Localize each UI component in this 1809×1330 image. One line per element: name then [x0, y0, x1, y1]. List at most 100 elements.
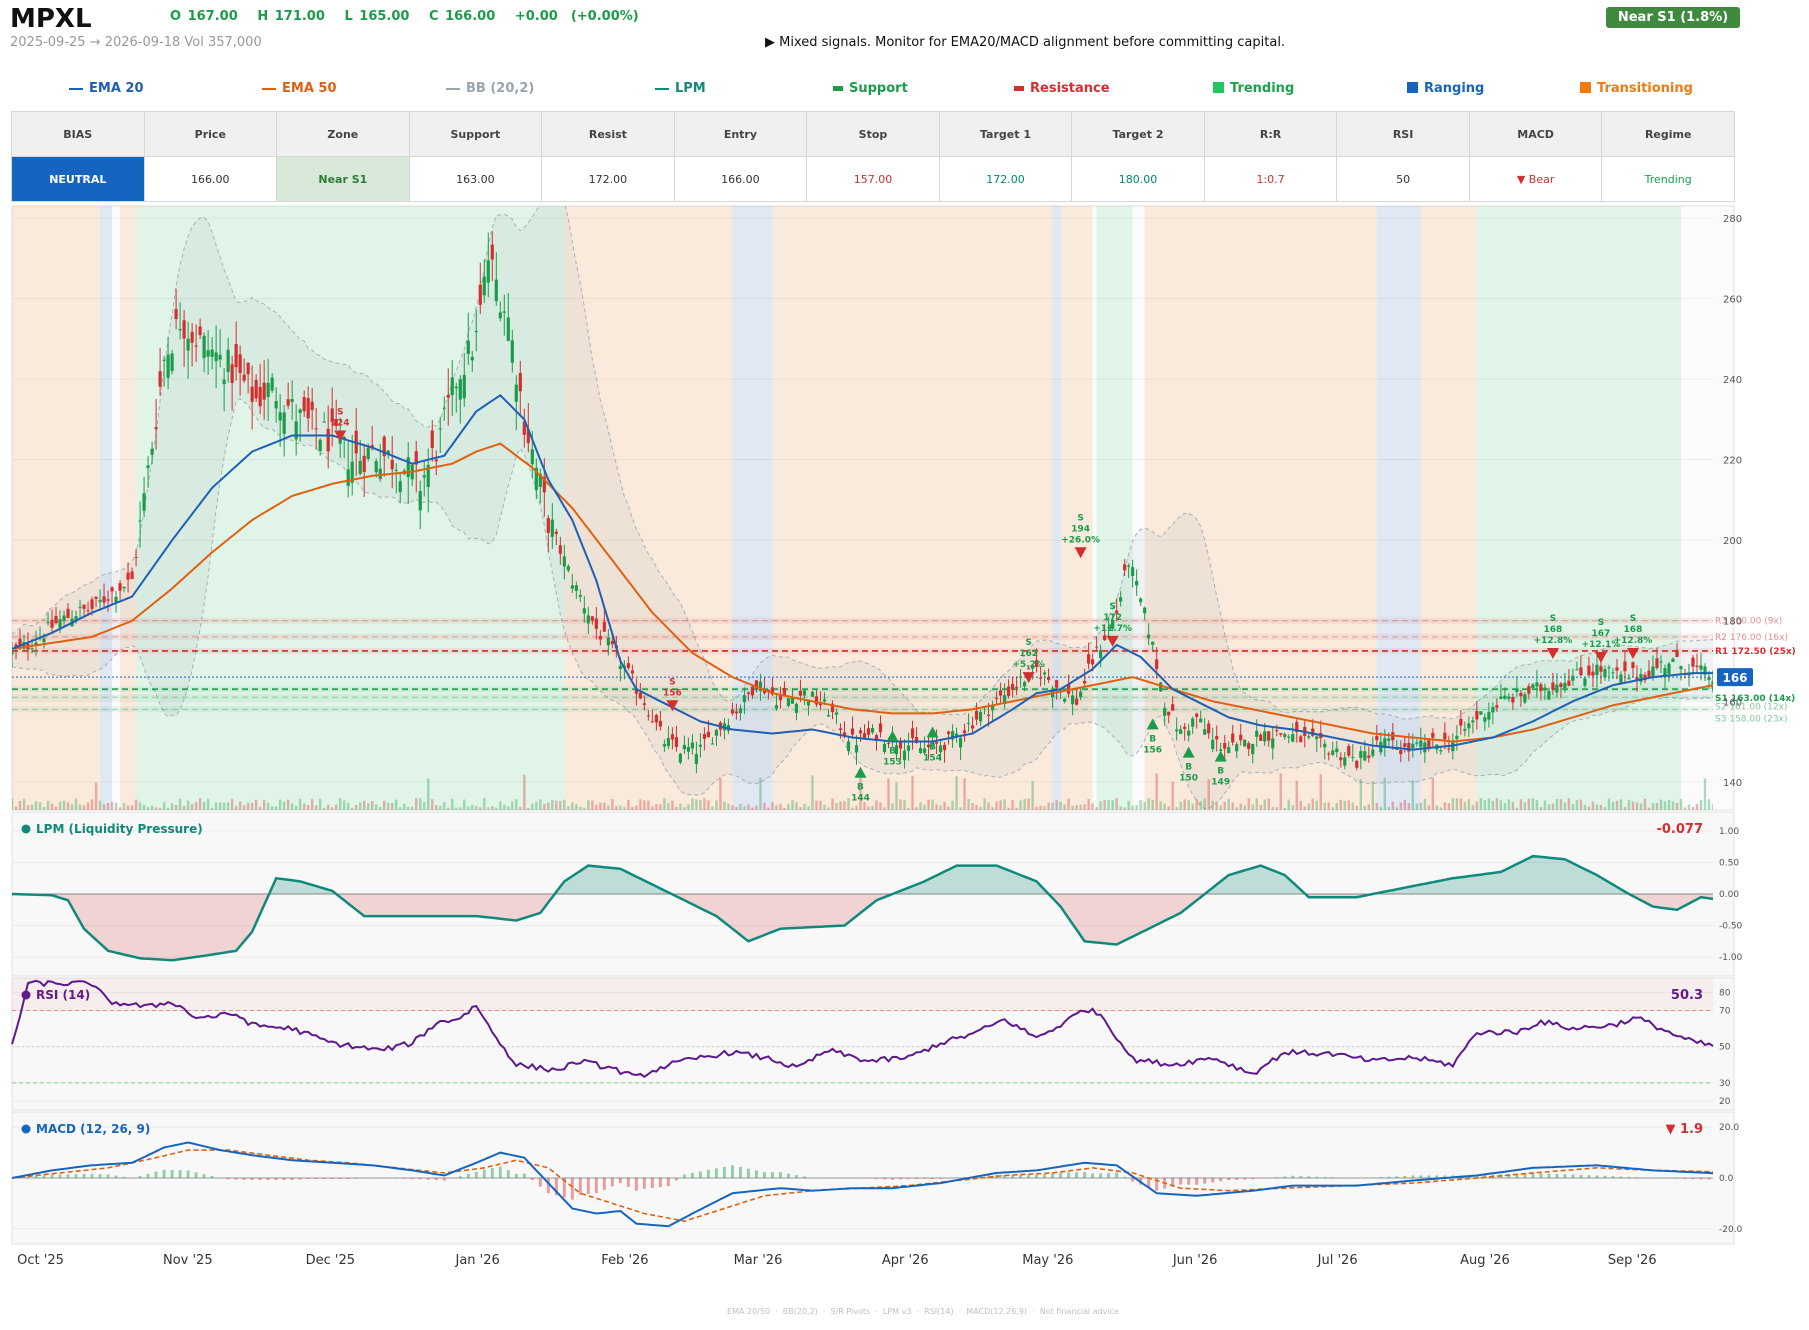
volume-bar [322, 807, 326, 810]
volume-bar [695, 799, 698, 810]
volume-bar [575, 804, 578, 810]
support-label: S3 158.00 (23x) [1715, 714, 1787, 724]
regime-band-ranging [1052, 206, 1061, 810]
volume-bar [1523, 802, 1527, 810]
macd-histogram-bar [738, 1167, 742, 1178]
candle-body [746, 692, 751, 694]
candle-body [906, 745, 911, 751]
candle-body [1010, 683, 1015, 690]
candle-body [12, 650, 14, 655]
volume-bar [1551, 803, 1555, 810]
volume-bar [975, 804, 978, 810]
volume-bar [1459, 798, 1463, 810]
macd-histogram-bar [730, 1165, 734, 1178]
candle-body [702, 734, 707, 739]
macd-value: ▼ Bear [1468, 156, 1603, 202]
volume-bar [855, 805, 858, 810]
volume-bar [739, 804, 742, 810]
volume-bar [294, 805, 298, 810]
volume-bar [114, 802, 118, 810]
volume-bar [314, 805, 318, 810]
signal-label: +5.2% [1012, 660, 1045, 670]
candle-body [1071, 695, 1075, 705]
volume-bar [1067, 798, 1070, 810]
macd-histogram-bar [18, 1177, 22, 1178]
candle-body [1355, 760, 1359, 768]
macd-histogram-bar [1435, 1175, 1439, 1178]
candle-body [606, 637, 610, 646]
macd-histogram-bar [282, 1178, 286, 1181]
volume-bar [527, 807, 530, 810]
volume-bar [1567, 798, 1571, 810]
volume-bar [154, 807, 158, 810]
candle-body [34, 642, 38, 646]
support-value: 163.00 [408, 156, 543, 202]
volume-bar [1263, 799, 1266, 810]
candle-body [254, 380, 258, 399]
volume-bar [26, 805, 30, 810]
macd-histogram-bar [1035, 1174, 1039, 1178]
macd-histogram-bar [1683, 1178, 1687, 1179]
candle-body [1135, 581, 1139, 586]
candle-body [242, 374, 246, 381]
volume-bar [951, 800, 954, 810]
volume-bar [903, 799, 906, 810]
candle-body [22, 642, 26, 649]
candle-body [934, 741, 939, 744]
x-tick-label: Aug '26 [1460, 1253, 1510, 1268]
candle-body [1619, 674, 1623, 683]
candle-body [514, 384, 518, 402]
candle-body [78, 606, 82, 608]
panel-dot-icon [21, 1124, 31, 1134]
volume-bar [1079, 804, 1082, 810]
volume-bar [959, 807, 962, 810]
volume-bar [1683, 807, 1687, 810]
dash-swatch-icon [1014, 86, 1024, 91]
candle-body [594, 618, 598, 629]
candle-body [1459, 719, 1463, 726]
legend-resistance: Resistance [1014, 81, 1110, 96]
bollinger-upper [12, 206, 1713, 720]
volume-bar [663, 798, 666, 810]
resistance-zone [12, 617, 1713, 624]
candle-body [174, 309, 178, 320]
zone-badge: Near S1 (1.8%) [1606, 7, 1740, 28]
candle-body [458, 379, 462, 400]
macd-histogram-bar [899, 1178, 903, 1180]
candle-body [1235, 744, 1239, 752]
volume-bar [699, 800, 702, 810]
volume-bar [611, 798, 614, 810]
panel-tick-label: 0.00 [1719, 890, 1739, 900]
volume-bar [911, 775, 914, 810]
candle-body [1211, 739, 1215, 749]
candle-body [1139, 598, 1143, 603]
candle-body [1251, 744, 1255, 755]
volume-bar [851, 807, 854, 810]
macd-histogram-bar [34, 1175, 38, 1178]
volume-bar [1103, 800, 1106, 810]
volume-bar [34, 801, 38, 810]
volume-bar [306, 805, 310, 810]
macd-histogram-bar [1419, 1175, 1423, 1178]
candle-body [590, 616, 594, 621]
volume-bar [90, 799, 94, 810]
volume-bar [310, 799, 314, 810]
candle-body [1627, 678, 1631, 680]
macd-histogram-bar [1251, 1178, 1255, 1180]
candle-body [350, 461, 354, 483]
volume-bar [1627, 799, 1631, 810]
candle-body [1655, 658, 1659, 668]
candle-body [1219, 749, 1223, 752]
candle-body [482, 276, 486, 296]
volume-bar [1071, 805, 1074, 810]
candle-body [1063, 698, 1067, 702]
panel-tick-label: 1.00 [1719, 827, 1739, 837]
candle-body [470, 356, 474, 361]
volume-bar [1003, 799, 1006, 810]
volume-bar [1187, 800, 1190, 810]
candle-body [450, 377, 454, 396]
candle-body [578, 595, 582, 597]
macd-histogram-bar [1075, 1172, 1079, 1178]
volume-bar [1227, 798, 1230, 810]
volume-bar [166, 807, 170, 810]
